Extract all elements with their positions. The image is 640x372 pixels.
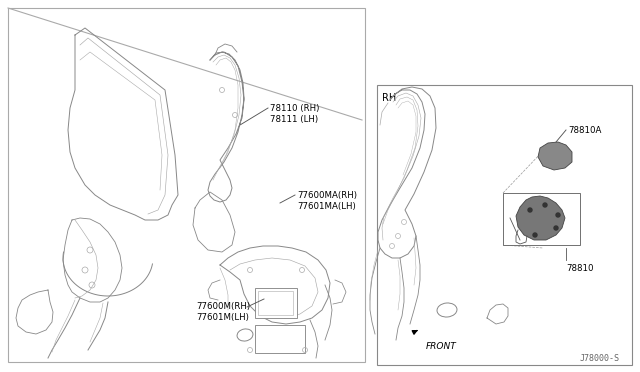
Text: 77600M(RH)
77601M(LH): 77600M(RH) 77601M(LH) bbox=[196, 302, 250, 322]
Ellipse shape bbox=[237, 329, 253, 341]
Text: FRONT: FRONT bbox=[426, 342, 457, 351]
Circle shape bbox=[533, 233, 537, 237]
Text: 78815: 78815 bbox=[504, 211, 531, 220]
Bar bbox=[8, 8, 365, 362]
Bar bbox=[377, 85, 632, 365]
Bar bbox=[255, 288, 297, 318]
Text: 78810A: 78810A bbox=[568, 126, 602, 135]
Circle shape bbox=[543, 203, 547, 207]
Polygon shape bbox=[538, 142, 572, 170]
Polygon shape bbox=[516, 196, 565, 240]
Circle shape bbox=[554, 226, 558, 230]
Text: 78810: 78810 bbox=[566, 264, 593, 273]
Text: J78000-S: J78000-S bbox=[580, 354, 620, 363]
Circle shape bbox=[556, 213, 560, 217]
Bar bbox=[258, 291, 293, 315]
Bar bbox=[255, 325, 305, 353]
Text: 77600MA(RH)
77601MA(LH): 77600MA(RH) 77601MA(LH) bbox=[297, 191, 357, 211]
Bar bbox=[503, 193, 580, 245]
Ellipse shape bbox=[437, 303, 457, 317]
Text: RH: RH bbox=[382, 93, 396, 103]
Circle shape bbox=[528, 208, 532, 212]
Text: 78110 (RH)
78111 (LH): 78110 (RH) 78111 (LH) bbox=[270, 104, 319, 124]
Text: 78810D: 78810D bbox=[511, 224, 545, 233]
